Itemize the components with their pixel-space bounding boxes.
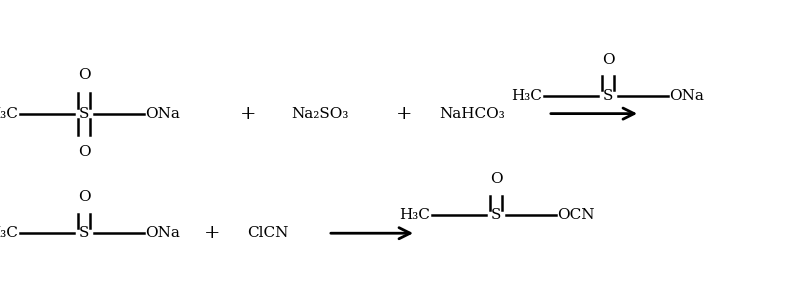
Text: NaHCO₃: NaHCO₃ bbox=[439, 107, 505, 120]
Text: H₃C: H₃C bbox=[0, 107, 18, 120]
Text: +: + bbox=[240, 105, 256, 123]
Text: H₃C: H₃C bbox=[399, 208, 430, 222]
Text: OCN: OCN bbox=[558, 208, 595, 222]
Text: S: S bbox=[491, 208, 501, 222]
Text: ONa: ONa bbox=[146, 107, 181, 120]
Text: O: O bbox=[602, 53, 614, 67]
Text: O: O bbox=[78, 146, 90, 159]
Text: +: + bbox=[204, 224, 220, 242]
Text: ClCN: ClCN bbox=[247, 226, 289, 240]
Text: H₃C: H₃C bbox=[0, 226, 18, 240]
Text: O: O bbox=[78, 68, 90, 82]
Text: S: S bbox=[603, 89, 613, 103]
Text: O: O bbox=[78, 190, 90, 204]
Text: H₃C: H₃C bbox=[511, 89, 542, 103]
Text: O: O bbox=[490, 173, 502, 186]
Text: S: S bbox=[79, 107, 89, 120]
Text: ONa: ONa bbox=[146, 226, 181, 240]
Text: +: + bbox=[396, 105, 412, 123]
Text: S: S bbox=[79, 226, 89, 240]
Text: ONa: ONa bbox=[670, 89, 705, 103]
Text: Na₂SO₃: Na₂SO₃ bbox=[291, 107, 349, 120]
